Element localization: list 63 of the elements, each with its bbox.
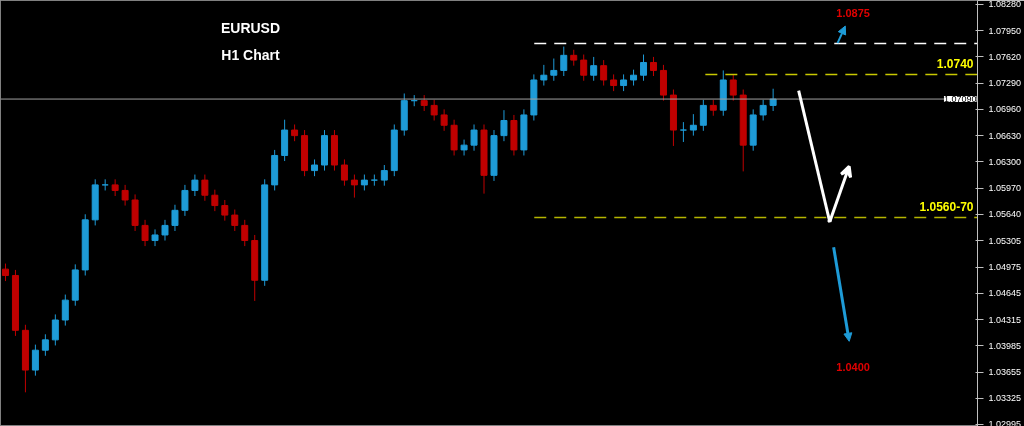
- text: EURUSD: [220, 19, 281, 36]
- candlestick: [560, 46, 568, 77]
- candlestick: [231, 209, 239, 232]
- annotation: 1.0875: [836, 6, 870, 19]
- candlestick: [540, 64, 548, 87]
- candlestick: [191, 174, 199, 197]
- candlestick: [111, 178, 119, 197]
- y-tick-label: 1.07290: [988, 78, 1022, 89]
- candlestick: [650, 56, 657, 77]
- y-tick-label: 1.07950: [988, 25, 1022, 36]
- candlestick: [201, 174, 209, 202]
- candlestick: [550, 58, 558, 82]
- candlestick: [141, 219, 149, 247]
- y-tick-label: 1.06300: [988, 156, 1022, 167]
- candlestick: [729, 73, 737, 102]
- candlestick: [699, 99, 707, 132]
- candlestick: [41, 333, 49, 357]
- candlestick: [590, 56, 598, 82]
- candlestick: [171, 204, 179, 232]
- candlestick: [580, 54, 588, 82]
- candlestick: [221, 199, 229, 222]
- y-tick-label: 1.05640: [988, 209, 1022, 220]
- y-tick-label: 1.04645: [988, 288, 1022, 299]
- candlestick: [679, 121, 687, 143]
- y-tick-label: 1.06630: [988, 130, 1022, 141]
- candlestick: [31, 344, 39, 377]
- y-tick-label: 1.03985: [988, 340, 1022, 351]
- text: H1 Chart: [221, 46, 281, 63]
- y-tick-label: 1.03325: [988, 393, 1022, 404]
- candlestick: [430, 99, 438, 122]
- y-tick-label: 1.08280: [988, 0, 1022, 10]
- candlestick: [61, 294, 69, 327]
- y-tick-label: 1.04975: [988, 262, 1022, 273]
- y-tick-label: 1.02995: [988, 418, 1022, 426]
- candlestick: [440, 108, 448, 132]
- candlestick: [500, 109, 508, 142]
- candlestick: [211, 189, 219, 212]
- y-tick-label: 1.07620: [988, 51, 1022, 62]
- ref-line-label: 1.0740: [936, 57, 974, 72]
- candlestick: [181, 184, 189, 217]
- y-tick-label: 1.04315: [988, 314, 1022, 325]
- candlestick: [380, 164, 388, 187]
- y-tick-label: 1.05305: [988, 235, 1022, 246]
- ref-line-label: 1.0560-70: [919, 200, 974, 215]
- ref-line-label: 1.07090: [943, 94, 977, 105]
- annotation: 1.0400: [836, 360, 870, 373]
- y-tick-label: 1.06960: [988, 104, 1022, 115]
- candlestick: [51, 313, 59, 346]
- candlestick: [759, 99, 767, 122]
- candlestick: [470, 123, 478, 152]
- candlestick: [340, 158, 348, 187]
- candlestick: [460, 139, 468, 156]
- candlestick: [241, 219, 249, 247]
- y-tick-label: 1.05970: [988, 183, 1022, 194]
- candlestick: [640, 54, 648, 82]
- candlestick: [350, 174, 358, 199]
- candlestick: [121, 184, 129, 207]
- y-tick-label: 1.03655: [988, 367, 1022, 378]
- candlestick: [769, 88, 777, 112]
- candlestick: [689, 113, 697, 137]
- candlestick: [600, 59, 608, 87]
- candlestick: [151, 228, 159, 247]
- candlestick: [161, 219, 169, 242]
